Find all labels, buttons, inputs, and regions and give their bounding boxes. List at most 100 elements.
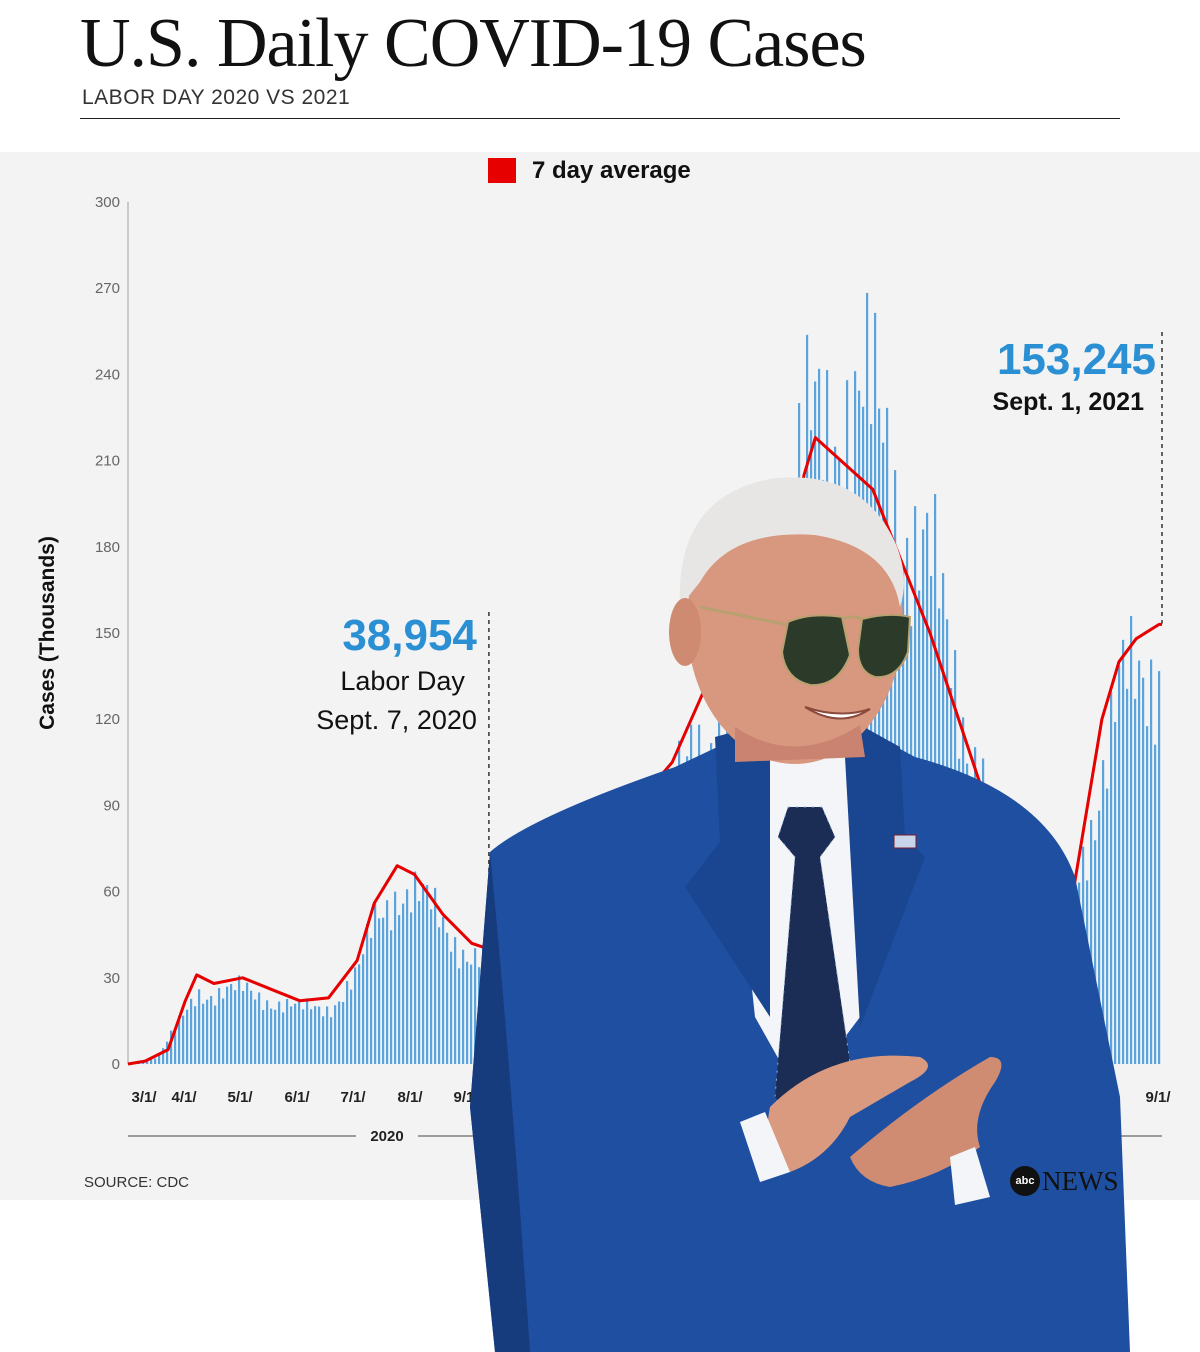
y-tick-label: 210 [95,453,120,470]
daily-bar [266,1000,269,1064]
daily-bar [330,1017,333,1064]
daily-bar [262,1010,265,1064]
daily-bar [310,1009,313,1064]
news-logo-text: NEWS [1042,1165,1119,1196]
ear [669,598,701,666]
daily-bar [174,1029,177,1064]
daily-bar [406,889,409,1064]
daily-bar [1126,688,1129,1064]
daily-bar [398,915,401,1064]
daily-bar [346,981,349,1064]
daily-bar [218,988,221,1064]
daily-bar [322,1016,325,1064]
daily-bar [1102,760,1105,1064]
daily-bar [426,885,429,1064]
daily-bar [278,1001,281,1064]
right-cuff [950,1147,990,1205]
daily-bar [214,1005,217,1064]
daily-bar [442,916,445,1064]
daily-bar [182,1015,185,1064]
y-tick-label: 30 [103,970,120,987]
legend-label: 7 day average [532,157,691,184]
flag-pin-icon [893,834,917,849]
daily-bar [286,999,289,1064]
daily-bar [158,1054,161,1064]
daily-bar [430,909,433,1064]
daily-bar [446,932,449,1064]
daily-bar [190,998,193,1064]
daily-bar [1150,659,1153,1064]
daily-bar [294,1003,297,1064]
daily-bar [458,968,461,1064]
y-tick-label: 120 [95,711,120,728]
daily-bar [422,883,425,1064]
tie [775,807,855,1137]
y-tick-label: 300 [95,194,120,211]
page-title: U.S. Daily COVID-19 Cases [80,5,867,82]
daily-bar [338,1001,341,1064]
daily-bar [166,1041,169,1064]
y-tick-label: 0 [112,1056,120,1073]
daily-bar [206,999,209,1064]
daily-bar [210,996,213,1064]
daily-bar [274,1009,277,1064]
daily-bar [314,1006,317,1064]
hair [679,477,904,607]
daily-bar [254,999,257,1064]
daily-bar [170,1030,173,1064]
y-tick-label: 270 [95,280,120,297]
daily-bar [354,967,357,1064]
x-tick-label: 6/1/ [284,1089,310,1106]
daily-bar [150,1058,153,1064]
daily-bar [350,989,353,1064]
daily-bar [146,1060,149,1064]
daily-bar [238,975,241,1064]
daily-bar [226,986,229,1064]
y-tick-label: 180 [95,539,120,556]
sunglasses-icon [699,605,912,687]
daily-bar [186,1009,189,1064]
daily-bar [242,991,245,1064]
daily-bar [438,927,441,1064]
daily-bar [334,1005,337,1064]
daily-bar [418,901,421,1064]
x-tick-label: 4/1/ [171,1089,197,1106]
daily-bar [382,917,385,1064]
daily-bar [270,1008,273,1064]
daily-bar [234,990,237,1064]
x-tick-label: 9/1/ [1145,1089,1171,1106]
source-note: SOURCE: CDC [84,1174,190,1191]
daily-bar [1122,639,1125,1064]
daily-bar [374,902,377,1064]
daily-bar [358,964,361,1064]
chart-panel: 7 day average 0 30 60 90 120 150 180 210 240 270 3… [0,152,1200,1352]
daily-bar [1094,840,1097,1064]
daily-bar [1134,698,1137,1064]
daily-bar [402,903,405,1064]
left-hand [767,1055,928,1172]
daily-bar [1146,726,1149,1064]
daily-bar [222,998,225,1064]
daily-bar [394,891,397,1064]
daily-bar [366,923,369,1064]
y-tick-label: 90 [103,797,120,814]
daily-bar [154,1058,157,1064]
daily-bar [318,1006,321,1064]
daily-bar [1158,671,1161,1064]
daily-bar [434,887,437,1064]
daily-bar [202,1003,205,1064]
daily-bar [370,937,373,1064]
callout-2021-line1: Sept. 1, 2021 [993,388,1145,416]
daily-bar [1090,819,1093,1064]
left-cuff [740,1112,790,1182]
daily-bar [386,900,389,1064]
x-tick-label: 3/1/ [131,1089,157,1106]
callout-2021-value: 153,245 [997,335,1156,384]
daily-bar [302,1009,305,1064]
daily-bar [378,918,381,1064]
daily-bar [258,992,261,1064]
callout-2020-value: 38,954 [342,611,477,660]
daily-bar [178,1015,181,1064]
daily-bar [450,951,453,1064]
y-tick-label: 150 [95,625,120,642]
